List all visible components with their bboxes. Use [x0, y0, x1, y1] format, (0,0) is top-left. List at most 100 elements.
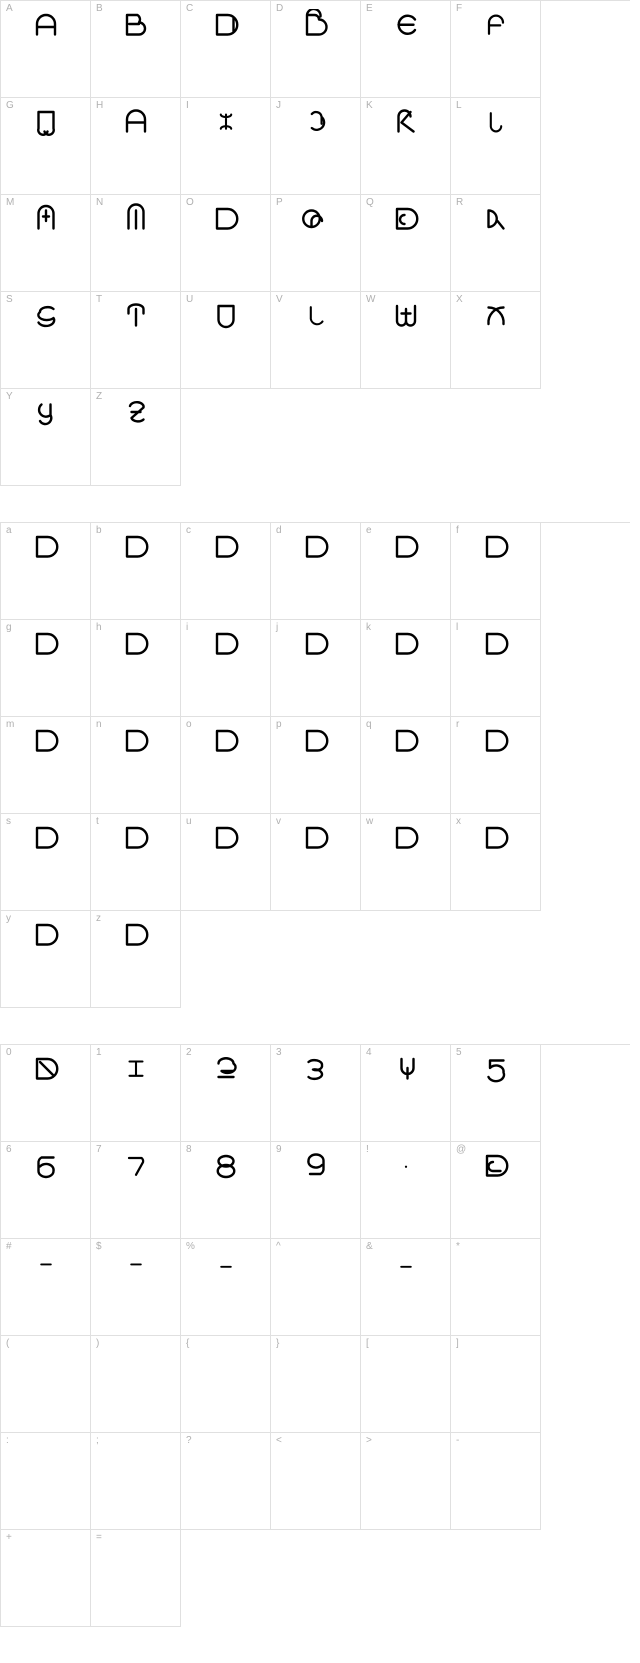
glyph-cell: C	[181, 1, 271, 98]
glyph-section-lowercase: abcdefghijklmnopqrstuvwxyz	[0, 522, 630, 1008]
glyph-cell: i	[181, 620, 271, 717]
glyph-shape	[271, 822, 360, 872]
glyph-shape	[1, 531, 90, 581]
glyph-cell: O	[181, 195, 271, 292]
glyph-cell: P	[271, 195, 361, 292]
glyph-cell: 0	[1, 1045, 91, 1142]
glyph-cell: a	[1, 523, 91, 620]
glyph-shape	[271, 1053, 360, 1103]
glyph-cell: Q	[361, 195, 451, 292]
glyph-cell: $	[91, 1239, 181, 1336]
glyph-shape	[451, 531, 540, 581]
glyph-cell: k	[361, 620, 451, 717]
glyph-cell: W	[361, 292, 451, 389]
glyph-cell: c	[181, 523, 271, 620]
glyph-cell: y	[1, 911, 91, 1008]
glyph-shape	[181, 203, 270, 253]
glyph-shape	[181, 9, 270, 59]
glyph-shape	[361, 9, 450, 59]
glyph-cell: I	[181, 98, 271, 195]
glyph-shape	[361, 1441, 450, 1491]
glyph-shape	[181, 1247, 270, 1297]
glyph-cell: }	[271, 1336, 361, 1433]
glyph-shape	[91, 725, 180, 775]
glyph-cell: U	[181, 292, 271, 389]
glyph-shape	[1, 1441, 90, 1491]
glyph-cell: H	[91, 98, 181, 195]
glyph-shape	[91, 1344, 180, 1394]
glyph-cell: m	[1, 717, 91, 814]
glyph-shape	[361, 203, 450, 253]
glyph-cell: 1	[91, 1045, 181, 1142]
glyph-cell: 7	[91, 1142, 181, 1239]
glyph-shape	[1, 9, 90, 59]
glyph-cell: r	[451, 717, 541, 814]
glyph-cell: z	[91, 911, 181, 1008]
glyph-cell: N	[91, 195, 181, 292]
glyph-cell: l	[451, 620, 541, 717]
glyph-grid: ABCDEFGHIJKLMNOPQRSTUVWXYZ	[0, 0, 630, 486]
glyph-shape	[271, 1247, 360, 1297]
glyph-shape	[181, 531, 270, 581]
glyph-shape	[91, 397, 180, 447]
glyph-cell: f	[451, 523, 541, 620]
glyph-shape	[361, 1247, 450, 1297]
glyph-shape	[1, 919, 90, 969]
glyph-cell: d	[271, 523, 361, 620]
glyph-shape	[361, 822, 450, 872]
glyph-cell: g	[1, 620, 91, 717]
glyph-cell: q	[361, 717, 451, 814]
glyph-shape	[451, 1053, 540, 1103]
glyph-shape	[1, 822, 90, 872]
glyph-shape	[361, 725, 450, 775]
glyph-cell: %	[181, 1239, 271, 1336]
glyph-cell: 6	[1, 1142, 91, 1239]
glyph-shape	[1, 1538, 90, 1588]
glyph-shape	[271, 725, 360, 775]
glyph-shape	[91, 1247, 180, 1297]
glyph-cell: [	[361, 1336, 451, 1433]
glyph-cell: !	[361, 1142, 451, 1239]
glyph-shape	[451, 106, 540, 156]
glyph-cell: *	[451, 1239, 541, 1336]
glyph-cell: #	[1, 1239, 91, 1336]
glyph-shape	[271, 628, 360, 678]
glyph-cell: +	[1, 1530, 91, 1627]
glyph-shape	[181, 725, 270, 775]
glyph-cell: X	[451, 292, 541, 389]
glyph-cell: 4	[361, 1045, 451, 1142]
glyph-shape	[451, 300, 540, 350]
glyph-cell: )	[91, 1336, 181, 1433]
glyph-cell: 3	[271, 1045, 361, 1142]
glyph-cell: {	[181, 1336, 271, 1433]
glyph-shape	[451, 1441, 540, 1491]
glyph-cell: Z	[91, 389, 181, 486]
glyph-shape	[91, 1150, 180, 1200]
glyph-shape	[91, 203, 180, 253]
glyph-cell: b	[91, 523, 181, 620]
glyph-shape	[451, 725, 540, 775]
glyph-shape	[91, 9, 180, 59]
glyph-cell: v	[271, 814, 361, 911]
glyph-cell: 8	[181, 1142, 271, 1239]
glyph-cell: F	[451, 1, 541, 98]
glyph-cell: u	[181, 814, 271, 911]
glyph-shape	[1, 397, 90, 447]
glyph-cell: &	[361, 1239, 451, 1336]
glyph-cell: >	[361, 1433, 451, 1530]
glyph-shape	[1, 1344, 90, 1394]
glyph-shape	[181, 300, 270, 350]
glyph-shape	[181, 628, 270, 678]
glyph-cell: p	[271, 717, 361, 814]
glyph-shape	[1, 300, 90, 350]
glyph-shape	[361, 628, 450, 678]
glyph-shape	[361, 531, 450, 581]
glyph-cell: @	[451, 1142, 541, 1239]
glyph-shape	[91, 106, 180, 156]
glyph-shape	[1, 1150, 90, 1200]
glyph-cell: o	[181, 717, 271, 814]
glyph-cell: G	[1, 98, 91, 195]
glyph-cell: =	[91, 1530, 181, 1627]
glyph-cell: K	[361, 98, 451, 195]
glyph-cell: M	[1, 195, 91, 292]
